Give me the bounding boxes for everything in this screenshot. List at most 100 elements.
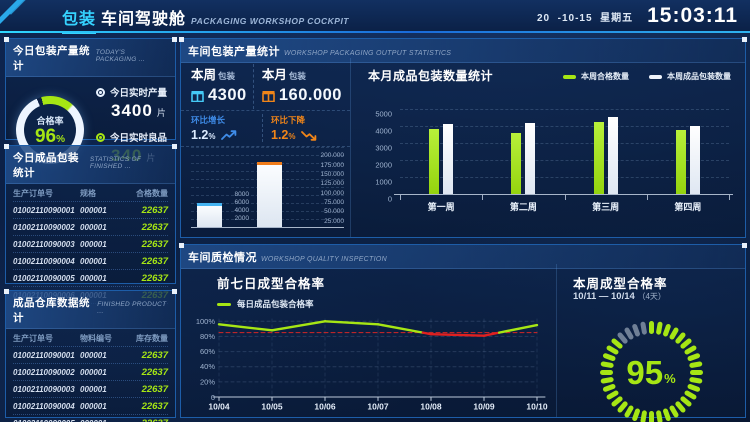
table-header-row: 生产订单号 规格 合格数量 [13, 185, 168, 202]
right-axis-tick: 175.000 [320, 161, 345, 169]
x-axis-tick [564, 195, 566, 200]
daily-pass-rate-section: 前七日成型合格率 每日成品包装合格率 10/04 10/05 10/06 10/07 1… [181, 264, 557, 417]
data-line-segment [323, 320, 380, 326]
package-box-icon [262, 90, 275, 102]
workshop-output-body: 本周 包装 4300 本月 包装 160.000 [181, 58, 745, 237]
table-row: 01002110090002 000001 22637 [13, 219, 168, 236]
panel-subtitle-en: FINISHED PRODUCT ... [97, 301, 167, 315]
gauge-value: 96% [34, 126, 66, 147]
table-cell: 000001 [80, 384, 107, 394]
bar-package-qty [443, 124, 454, 194]
left-axis-tick: 2000 [234, 214, 249, 222]
data-line-segment [429, 332, 486, 337]
table-cell: 22637 [126, 418, 168, 422]
left-axis-tick: 4000 [234, 206, 249, 214]
column-header: 生产订单号 [13, 188, 53, 198]
weekly-pass-rate-section: 本周成型合格率 10/11 — 10/14 （4天） 95% [557, 264, 745, 422]
right-axis-tick: 50.000 [324, 208, 344, 216]
trend-label: 环比增长 [191, 115, 226, 125]
trend-growth: 环比增长 1.2% [191, 114, 263, 142]
table-row: 01002110090001 000001 22637 [13, 347, 168, 364]
left-axis-tick: 6000 [234, 198, 249, 206]
stat-title-sub: 包装 [218, 71, 236, 81]
table-cell: 22637 [141, 238, 168, 250]
x-axis-label: 10/10 [526, 402, 548, 412]
date-label: 20 -10-15 星期五 [536, 12, 634, 24]
bar-package-qty [689, 126, 700, 194]
table-row: 01002110090003 000001 22637 [13, 381, 168, 398]
column-header: 库存数量 [136, 333, 168, 343]
metric-label: 今日实时产量 [110, 88, 168, 99]
panel-header: 成品仓库数据统计 FINISHED PRODUCT ... [6, 291, 175, 329]
gauge-value: 95% [626, 353, 676, 391]
stat-title: 本周 [191, 68, 217, 82]
table-cell: 000001 [80, 401, 107, 411]
panel-title: 今日成品包装统计 [13, 152, 79, 179]
panel-finished-packaging: 今日成品包装统计 STATISTICS OF FINISHED ... 生产订单… [4, 144, 177, 304]
x-axis-tick [646, 195, 648, 200]
x-axis-label: 10/04 [208, 402, 230, 412]
daily-pass-rate-line-chart: 10/04 10/05 10/06 10/07 10/08 10/09 10/10 100% 8… [196, 317, 548, 412]
table-cell: 22637 [141, 204, 168, 216]
chart-legend: 本周合格数量 本周成品包装数量 [563, 71, 731, 82]
legend-item: 本周成品包装数量 [649, 71, 731, 82]
table-cell: 01002110090005 [13, 419, 80, 422]
right-axis-tick: 125.000 [320, 180, 345, 188]
legend-label: 每日成品包装合格率 [237, 299, 314, 309]
bar-month [257, 161, 282, 227]
table-cell: 01002110090004 [13, 256, 75, 266]
column-header: 规格 [80, 188, 96, 198]
trend-row: 环比增长 1.2% 环比下降 1.2% [181, 110, 350, 147]
panel-subtitle-en: STATISTICS OF FINISHED ... [89, 156, 142, 170]
gridline [191, 147, 344, 148]
y-axis-tick: 1000 [375, 177, 392, 187]
package-box-icon [191, 90, 204, 102]
table-cell: 22637 [141, 400, 168, 412]
datetime-display: 20 -10-15 星期五 15:03:11 [537, 4, 738, 28]
x-axis-tick [400, 195, 401, 200]
bar-pass-qty [511, 132, 522, 194]
app-header: 包装 车间驾驶舱 PACKAGING WORKSHOP COCKPIT 20 -… [0, 0, 750, 34]
panel-title: 车间包装产量统计 [188, 46, 280, 58]
table-cell: 22637 [141, 366, 168, 378]
stat-week: 本周 包装 4300 [191, 64, 254, 109]
table-cell: 01002110090002 [13, 222, 75, 232]
chart-title: 本周成型合格率 [573, 277, 668, 291]
table-cell: 000001 [80, 205, 107, 215]
bar-package-qty [607, 116, 618, 194]
y-axis-label: 60% [200, 347, 215, 356]
x-axis-line [191, 227, 344, 228]
panel-header: 今日包装产量统计 TODAY'S PACKAGING ... [6, 39, 175, 77]
panel-subtitle-en: WORKSHOP QUALITY INSPECTION [261, 256, 387, 263]
x-axis-label: 10/06 [314, 402, 336, 412]
legend-line-swatch [217, 302, 231, 306]
y-axis-tick: 2000 [375, 160, 392, 170]
gauge-tick [648, 410, 654, 422]
table-cell: 000001 [80, 419, 126, 422]
table-cell: 22637 [141, 221, 168, 233]
x-axis-tick [729, 195, 730, 200]
panel-warehouse-data: 成品仓库数据统计 FINISHED PRODUCT ... 生产订单号 物料编号 库… [4, 289, 177, 422]
week-month-bar-chart: 8000 6000 4000 2000 200.000 175.000 150.000 125… [191, 141, 344, 233]
trend-value: 1.2% [271, 128, 342, 142]
panel-header: 车间质检情况 WORKSHOP QUALITY INSPECTION [181, 245, 745, 269]
panel-header: 车间包装产量统计 WORKSHOP PACKAGING OUTPUT STATI… [181, 39, 745, 63]
table-row: 01002110090003 000001 22637 [13, 236, 168, 253]
y-axis-label: 20% [200, 377, 215, 386]
table-cell: 000001 [80, 239, 107, 249]
legend-item: 本周合格数量 [563, 71, 629, 82]
x-axis-label: 10/07 [367, 402, 389, 412]
x-axis-category: 第二周 [509, 202, 537, 212]
gridline [191, 155, 344, 156]
warehouse-table: 生产订单号 物料编号 库存数量 01002110090001 000001 22637 01… [6, 329, 175, 422]
table-cell: 01002110090002 [13, 367, 75, 377]
table-cell: 000001 [80, 222, 107, 232]
table-cell: 000001 [80, 350, 107, 360]
trend-decline: 环比下降 1.2% [271, 114, 342, 142]
gauge-label: 合格率 [36, 116, 64, 126]
table-cell: 01002110090003 [13, 239, 75, 249]
gridline [400, 126, 729, 127]
x-axis-category: 第一周 [427, 202, 455, 212]
